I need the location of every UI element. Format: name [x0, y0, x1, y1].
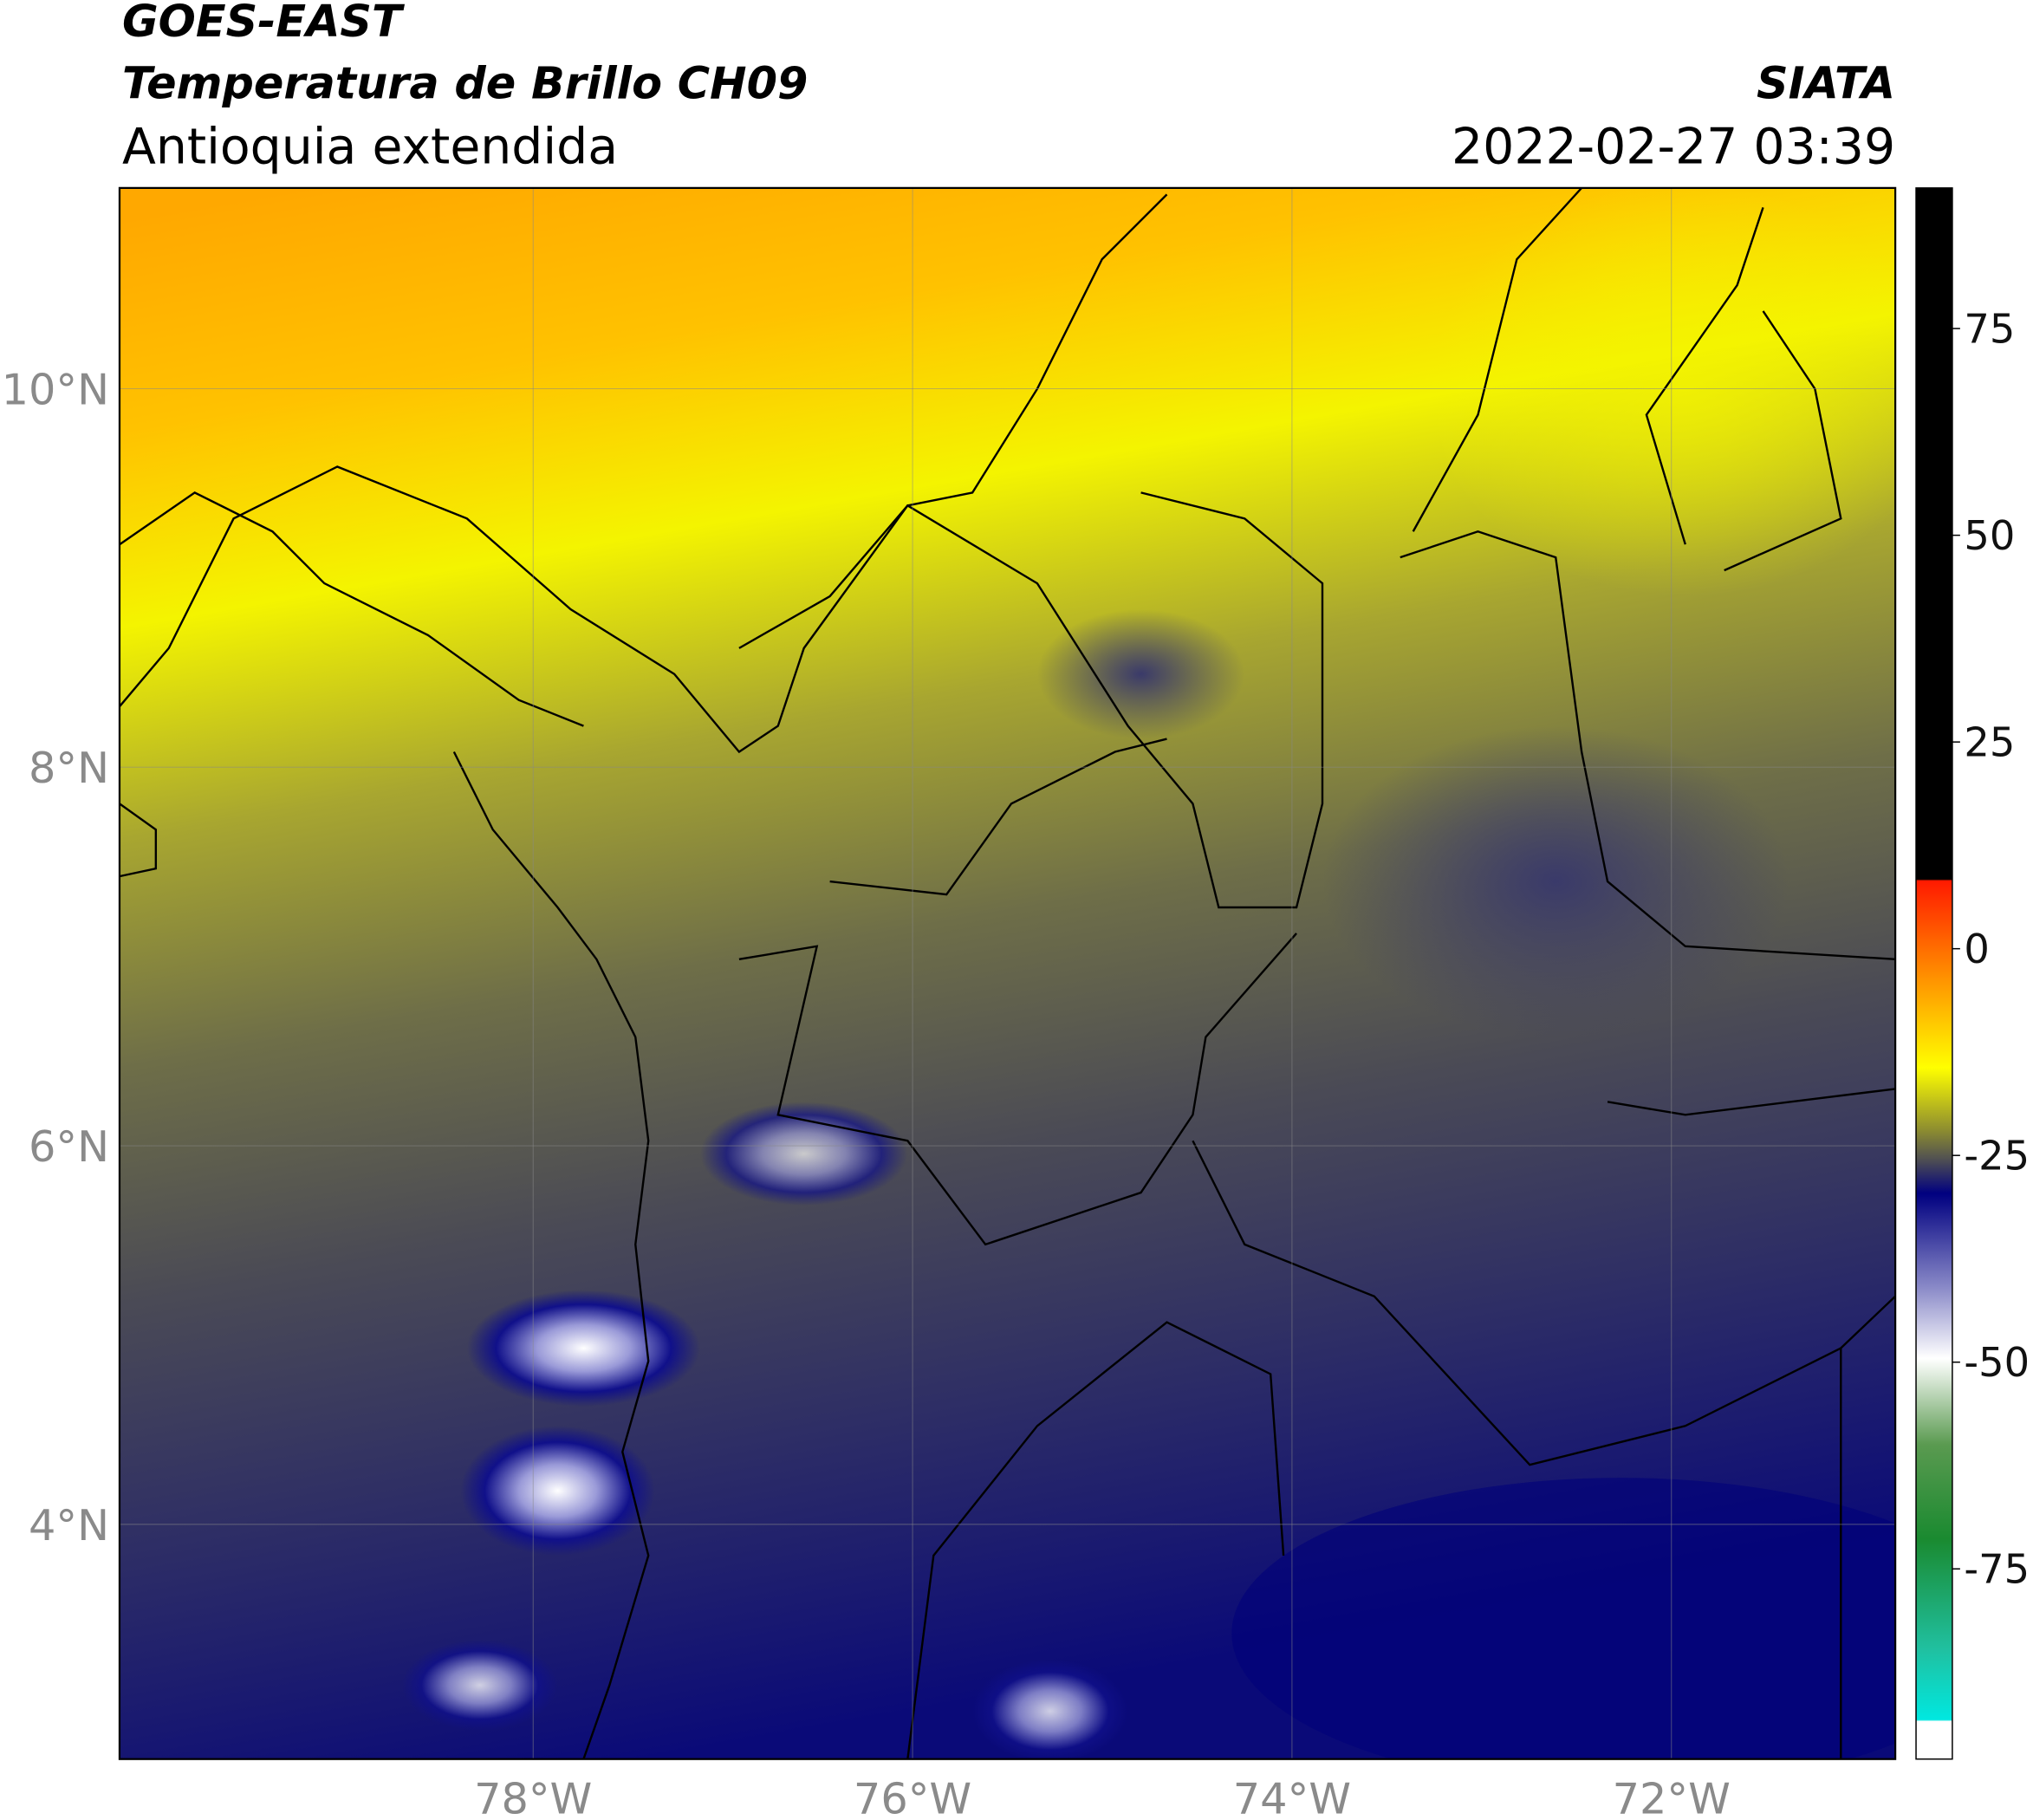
colorbar-tick-label: 25 [1964, 719, 2015, 766]
colorbar-tick-label: 50 [1964, 512, 2015, 559]
field [1322, 725, 1789, 1037]
storm [460, 1426, 655, 1556]
x-tick-label: 76°W [854, 1774, 971, 1820]
x-tick-label: 74°W [1233, 1774, 1351, 1820]
map [119, 187, 1896, 1759]
colorbar-tick-label: -50 [1964, 1339, 2030, 1386]
field [1426, 187, 1896, 596]
field [1231, 1478, 1896, 1759]
storm [402, 1640, 558, 1731]
x-tick-label: 78°W [474, 1774, 592, 1820]
datetime: 2022-02-27 03:39 [1452, 118, 1895, 175]
colorbar-tick-label: 75 [1964, 306, 2015, 353]
field [1036, 608, 1245, 739]
borders [119, 187, 1896, 1759]
storm [466, 1290, 701, 1407]
y-tick-label: 6°N [29, 1121, 109, 1172]
grid [119, 187, 1896, 1759]
colorbar-tick-label: 0 [1964, 926, 1990, 972]
y-tick-label: 10°N [2, 364, 109, 414]
region: Antioquia extendida [122, 118, 618, 175]
storm [972, 1659, 1128, 1759]
storm [700, 1102, 908, 1206]
source: SIATA [1757, 58, 1895, 109]
subtitle: Temperatura de Brillo CH09 [122, 58, 808, 109]
x-tick-label: 72°W [1613, 1774, 1731, 1820]
colorbar-tick-label: -75 [1964, 1546, 2030, 1593]
y-tick-label: 4°N [29, 1500, 109, 1550]
colorbar [1915, 187, 1953, 1760]
map-frame [118, 186, 1897, 1760]
colorbar-tick-label: -25 [1964, 1133, 2030, 1180]
y-tick-label: 8°N [29, 743, 109, 793]
title: GOES-EAST [122, 0, 406, 47]
